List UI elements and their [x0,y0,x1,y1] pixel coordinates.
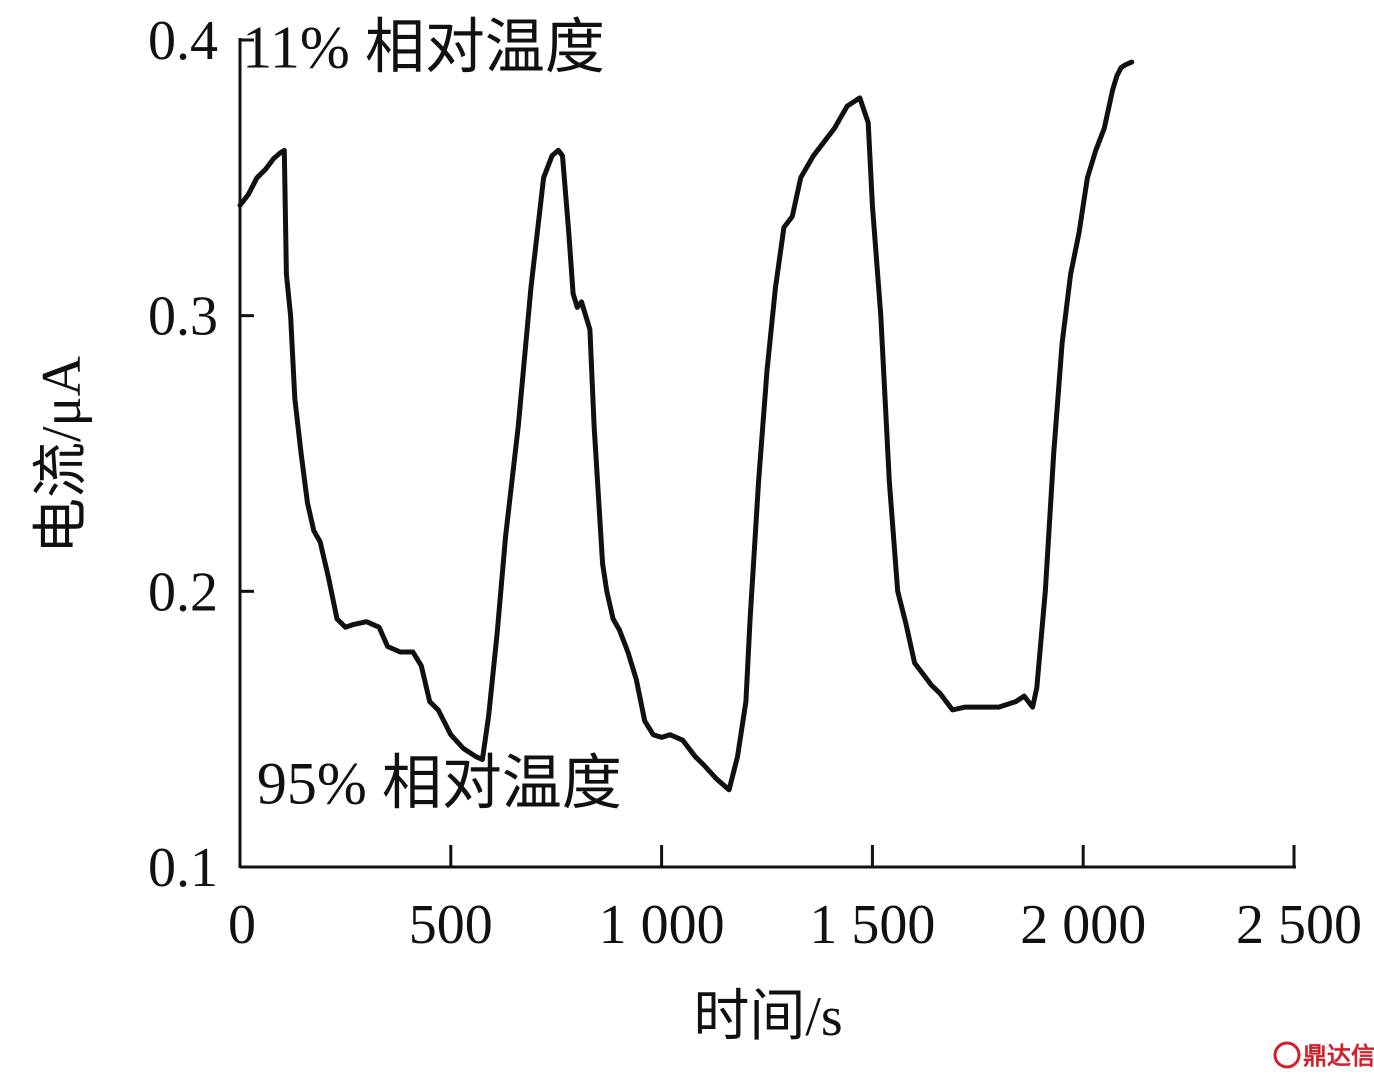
x-tick-label: 500 [409,894,493,956]
y-ticks: 0.1 0.2 0.3 0.4 [148,10,254,899]
annotation-95-percent: 95% 相对温度 [257,751,622,817]
y-axis-title: 电流/μA [31,355,93,554]
x-ticks: 0 500 1 000 1 500 2 000 2 500 [228,845,1362,956]
y-tick-label: 0.4 [148,10,218,72]
annotations: 11% 相对温度 95% 相对温度 [242,15,622,817]
watermark-text: 鼎达信 [1303,1042,1374,1070]
y-tick-label: 0.1 [148,837,218,899]
watermark-logo: 鼎达信 [1273,1041,1374,1070]
x-tick-label: 2 000 [1020,894,1146,956]
x-axis-title: 时间/s [693,986,842,1048]
x-tick-label: 1 000 [599,894,725,956]
annotation-11-percent: 11% 相对温度 [242,15,605,81]
y-tick-label: 0.3 [148,286,218,348]
x-tick-label: 1 500 [809,894,935,956]
watermark-icon [1273,1041,1301,1069]
current-line [237,59,1135,793]
plot-area [237,59,1135,793]
x-tick-label: 2 500 [1236,894,1362,956]
y-tick-label: 0.2 [148,561,218,623]
x-tick-label: 0 [228,894,256,956]
